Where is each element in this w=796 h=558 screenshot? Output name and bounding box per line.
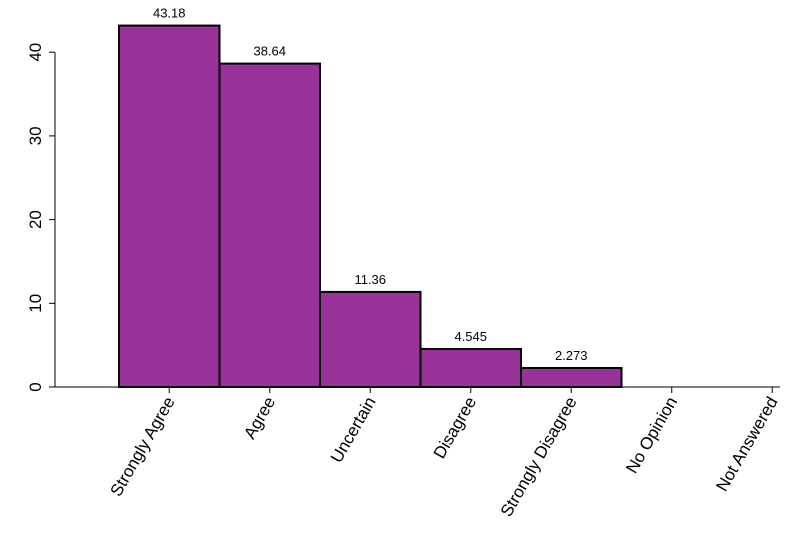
- bar-value-label: 43.18: [153, 6, 186, 21]
- bars: [118, 24, 623, 389]
- y-axis: 0 10 20 30 40: [26, 43, 56, 392]
- bar-value-label: 4.545: [454, 329, 487, 344]
- y-tick-label: 30: [26, 126, 45, 145]
- bar: [520, 366, 623, 388]
- y-tick-label: 20: [26, 210, 45, 229]
- bar-value-label: 38.64: [253, 44, 286, 59]
- bar: [218, 62, 321, 389]
- bar: [419, 347, 522, 388]
- category-label: Strongly Agree: [107, 394, 179, 500]
- category-label: Disagree: [430, 394, 480, 462]
- category-label: Strongly Disagree: [497, 394, 581, 521]
- bar: [319, 290, 422, 389]
- category-label: Uncertain: [327, 394, 380, 467]
- category-label: No Opinion: [622, 394, 681, 477]
- bar-value-label: 11.36: [354, 272, 386, 287]
- bar-value-label: 2.273: [555, 348, 588, 363]
- category-label: Agree: [240, 394, 279, 443]
- y-tick-label: 40: [26, 43, 45, 62]
- category-label: Not Answered: [712, 394, 781, 495]
- data-labels: 43.18 38.64 11.36 4.545 2.273: [153, 6, 588, 363]
- category-labels: Strongly Agree Agree Uncertain Disagree Stro…: [107, 394, 782, 521]
- y-tick-label: 0: [26, 382, 45, 391]
- bar: [118, 24, 221, 388]
- y-tick-label: 10: [26, 294, 45, 313]
